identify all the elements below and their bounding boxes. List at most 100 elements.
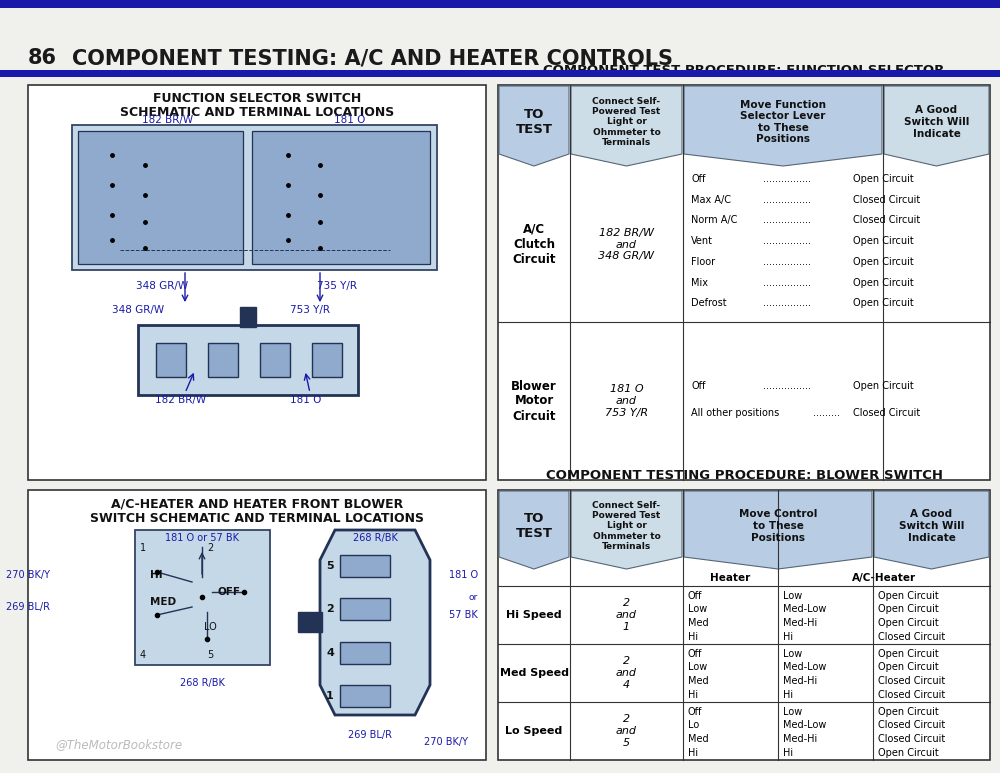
Text: 735 Y/R: 735 Y/R bbox=[317, 281, 357, 291]
Text: OFF: OFF bbox=[258, 212, 271, 218]
Bar bbox=[28, 490, 486, 760]
Text: Med-Hi: Med-Hi bbox=[783, 676, 817, 686]
Text: Lo: Lo bbox=[688, 720, 699, 730]
Text: NORM A/C: NORM A/C bbox=[85, 159, 120, 165]
Text: ................: ................ bbox=[763, 257, 811, 267]
Text: OFF: OFF bbox=[85, 212, 98, 218]
Text: Open Circuit: Open Circuit bbox=[853, 298, 914, 308]
Text: ................: ................ bbox=[763, 236, 811, 246]
Text: SWITCH SCHEMATIC AND TERMINAL LOCATIONS: SWITCH SCHEMATIC AND TERMINAL LOCATIONS bbox=[90, 512, 424, 525]
Text: OFF: OFF bbox=[217, 587, 240, 597]
Text: Closed Circuit: Closed Circuit bbox=[878, 734, 945, 744]
Polygon shape bbox=[684, 491, 872, 569]
Text: 57 BK: 57 BK bbox=[449, 610, 478, 620]
Text: NORM A/C: NORM A/C bbox=[258, 159, 294, 165]
Text: Connect Self-
Powered Test
Light or
Ohmmeter to
Terminals: Connect Self- Powered Test Light or Ohmm… bbox=[592, 501, 661, 551]
Polygon shape bbox=[874, 491, 989, 569]
Text: FLOOR: FLOOR bbox=[130, 159, 153, 165]
Text: 1: 1 bbox=[140, 543, 146, 553]
Text: Hi: Hi bbox=[783, 690, 793, 700]
Text: 2: 2 bbox=[207, 543, 213, 553]
Polygon shape bbox=[571, 86, 682, 166]
Text: Vent: Vent bbox=[691, 236, 713, 246]
Text: 182 BR/W
and
348 GR/W: 182 BR/W and 348 GR/W bbox=[598, 228, 654, 261]
Text: Low: Low bbox=[783, 649, 802, 659]
Bar bbox=[340, 685, 390, 707]
Text: ................: ................ bbox=[763, 298, 811, 308]
Text: 181 O: 181 O bbox=[334, 115, 366, 125]
Bar bbox=[498, 85, 990, 480]
Text: Hi: Hi bbox=[688, 690, 698, 700]
Text: A/C-Heater: A/C-Heater bbox=[852, 573, 916, 583]
Text: Open Circuit: Open Circuit bbox=[878, 618, 939, 628]
Text: ................: ................ bbox=[763, 278, 811, 288]
Text: ................: ................ bbox=[763, 174, 811, 184]
Bar bbox=[340, 642, 390, 664]
Text: 2
and
4: 2 and 4 bbox=[616, 656, 637, 690]
Bar bbox=[135, 530, 270, 665]
Text: SCHEMATIC AND TERMINAL LOCATIONS: SCHEMATIC AND TERMINAL LOCATIONS bbox=[120, 107, 394, 120]
Bar bbox=[252, 131, 430, 264]
Text: Open Circuit: Open Circuit bbox=[853, 174, 914, 184]
Text: Mix: Mix bbox=[691, 278, 708, 288]
Bar bbox=[0, 70, 1000, 77]
Bar bbox=[0, 0, 1000, 75]
Text: Med Speed: Med Speed bbox=[500, 668, 568, 678]
Text: 182 BR/W: 182 BR/W bbox=[155, 395, 206, 405]
Text: Open Circuit: Open Circuit bbox=[853, 278, 914, 288]
Bar bbox=[240, 307, 256, 327]
Bar bbox=[156, 343, 186, 377]
Text: Closed Circuit: Closed Circuit bbox=[878, 690, 945, 700]
Bar bbox=[498, 490, 990, 760]
Text: Closed Circuit: Closed Circuit bbox=[853, 408, 920, 418]
Text: FUNCTION SELECTOR SWITCH: FUNCTION SELECTOR SWITCH bbox=[153, 93, 361, 105]
Text: Med-Low: Med-Low bbox=[783, 662, 826, 673]
Bar bbox=[138, 325, 358, 395]
Text: 86: 86 bbox=[28, 48, 57, 68]
Text: Open Circuit: Open Circuit bbox=[878, 748, 939, 758]
Text: MAX A/C: MAX A/C bbox=[258, 182, 288, 188]
Text: Lo Speed: Lo Speed bbox=[505, 726, 563, 736]
Text: Med-Hi: Med-Hi bbox=[783, 734, 817, 744]
Text: 2
and
5: 2 and 5 bbox=[616, 714, 637, 747]
Text: Closed Circuit: Closed Circuit bbox=[853, 216, 920, 226]
Text: Move Control
to These
Positions: Move Control to These Positions bbox=[739, 509, 817, 543]
Polygon shape bbox=[684, 86, 882, 166]
Text: COMPONENT TESTING PROCEDURE: BLOWER SWITCH: COMPONENT TESTING PROCEDURE: BLOWER SWIT… bbox=[546, 469, 942, 482]
Text: A Good
Switch Will
Indicate: A Good Switch Will Indicate bbox=[904, 105, 969, 138]
Text: Closed Circuit: Closed Circuit bbox=[878, 676, 945, 686]
Text: 2: 2 bbox=[326, 604, 334, 614]
Text: ................: ................ bbox=[763, 381, 811, 391]
Text: Low: Low bbox=[688, 662, 707, 673]
Text: LO: LO bbox=[204, 622, 217, 632]
Text: Closed Circuit: Closed Circuit bbox=[853, 195, 920, 205]
Text: Off: Off bbox=[688, 649, 702, 659]
Text: A Good
Switch Will
Indicate: A Good Switch Will Indicate bbox=[899, 509, 964, 543]
Text: 348 GR/W: 348 GR/W bbox=[112, 305, 164, 315]
Text: Med: Med bbox=[688, 618, 709, 628]
Text: ................: ................ bbox=[763, 216, 811, 226]
Text: Norm A/C: Norm A/C bbox=[691, 216, 737, 226]
Text: Med-Hi: Med-Hi bbox=[783, 618, 817, 628]
Text: Open Circuit: Open Circuit bbox=[878, 662, 939, 673]
Text: 270 BK/Y: 270 BK/Y bbox=[424, 737, 468, 747]
Text: Med-Low: Med-Low bbox=[783, 604, 826, 615]
Text: MAX A/C: MAX A/C bbox=[85, 182, 115, 188]
Polygon shape bbox=[320, 530, 430, 715]
Bar bbox=[28, 85, 486, 480]
Text: 753 Y/R: 753 Y/R bbox=[290, 305, 330, 315]
Text: Open Circuit: Open Circuit bbox=[878, 591, 939, 601]
Text: COMPONENT TEST PROCEDURE: FUNCTION SELECTOR: COMPONENT TEST PROCEDURE: FUNCTION SELEC… bbox=[543, 64, 945, 77]
Text: Open Circuit: Open Circuit bbox=[878, 604, 939, 615]
Bar bbox=[78, 131, 243, 264]
Text: 181 O or 57 BK: 181 O or 57 BK bbox=[165, 533, 239, 543]
Text: Blower
Motor
Circuit: Blower Motor Circuit bbox=[511, 380, 557, 423]
Polygon shape bbox=[499, 491, 569, 569]
Text: A/C-HEATER AND HEATER FRONT BLOWER: A/C-HEATER AND HEATER FRONT BLOWER bbox=[111, 498, 403, 510]
Text: 181 O
and
753 Y/R: 181 O and 753 Y/R bbox=[605, 384, 648, 417]
Text: VENT: VENT bbox=[260, 144, 280, 152]
Text: 5: 5 bbox=[207, 650, 213, 660]
Text: Move Function
Selector Lever
to These
Positions: Move Function Selector Lever to These Po… bbox=[740, 100, 826, 145]
Text: 4: 4 bbox=[140, 650, 146, 660]
Bar bbox=[340, 598, 390, 620]
